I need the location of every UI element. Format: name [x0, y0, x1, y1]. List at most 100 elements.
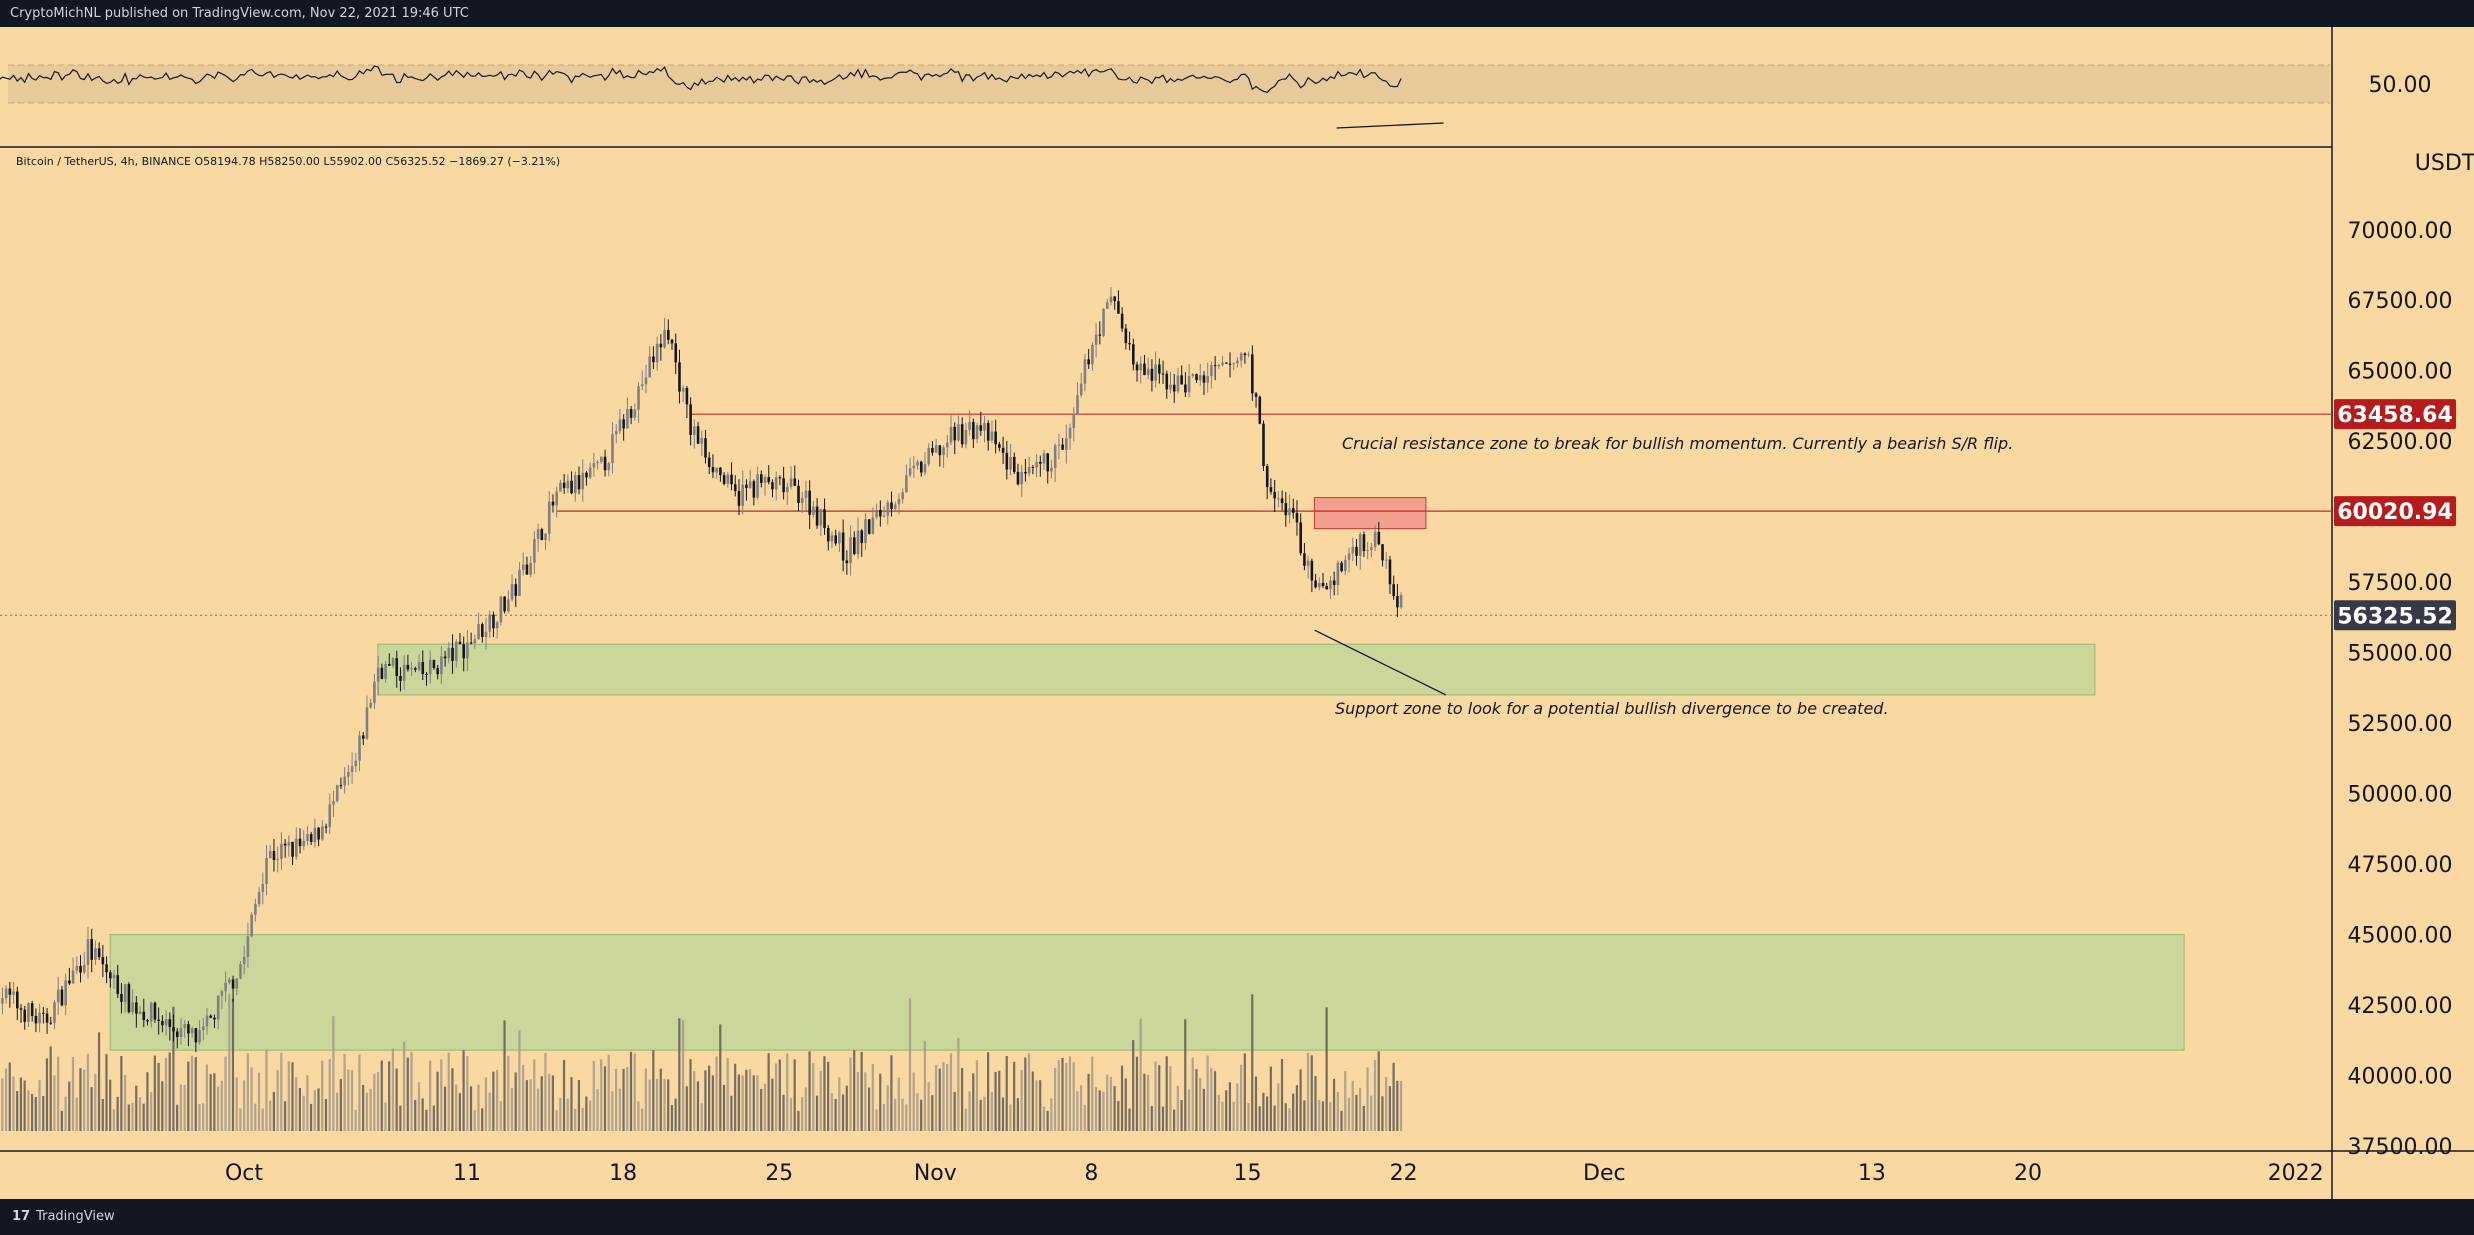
candle-body — [1132, 344, 1135, 365]
volume-bar — [946, 1064, 949, 1131]
candle-body — [1351, 546, 1355, 554]
candle-body — [295, 838, 298, 857]
volume-bar — [983, 1096, 986, 1131]
candle-body — [16, 991, 19, 1009]
volume-bar — [522, 1064, 525, 1131]
candle-body — [283, 843, 287, 846]
volume-bar — [1053, 1067, 1057, 1131]
candle-body — [473, 639, 477, 644]
volume-bar — [808, 1051, 811, 1131]
candle-body — [209, 1015, 213, 1018]
candle-body — [886, 502, 890, 516]
volume-bar — [30, 1093, 34, 1131]
volume-bar — [135, 1085, 138, 1131]
candle-body — [75, 965, 79, 971]
volume-bar — [235, 1077, 238, 1131]
volume-bar — [350, 1070, 354, 1131]
price-badge — [2334, 600, 2456, 631]
candle-body — [1191, 374, 1195, 377]
candle-body — [919, 461, 923, 473]
candle-body — [1273, 491, 1276, 499]
candle-body — [521, 564, 525, 570]
volume-bar — [611, 1091, 614, 1131]
candle-body — [704, 438, 707, 458]
candle-body — [324, 826, 328, 828]
volume-bar — [194, 1057, 197, 1131]
candle-body — [975, 425, 979, 440]
candle-body — [562, 482, 566, 489]
candle-body — [529, 562, 532, 575]
volume-bar — [860, 1052, 863, 1131]
chart-canvas[interactable]: 50.00 70000.00 67500.00 65000.00 62500.00 57… — [0, 27, 2474, 1199]
candle-body — [30, 1003, 34, 1016]
volume-bar — [4, 1068, 8, 1131]
volume-bar — [216, 1086, 220, 1131]
candle-body — [912, 465, 916, 469]
volume-bar — [317, 1088, 320, 1131]
candle-body — [901, 492, 904, 500]
candle-body — [845, 560, 849, 564]
candle-body — [42, 1012, 45, 1014]
price-tick-label: 50000.00 — [2348, 783, 2453, 808]
candle-body — [696, 426, 700, 444]
price-tick-label: 40000.00 — [2348, 1065, 2453, 1090]
volume-bar — [942, 1062, 945, 1131]
volume-bar — [838, 1077, 841, 1131]
candle-body — [254, 904, 257, 915]
candle-body — [1184, 384, 1187, 393]
price-axis[interactable]: 70000.00 67500.00 65000.00 62500.00 57500.00… — [2348, 219, 2453, 1160]
candle-body — [1128, 343, 1131, 345]
volume-bar — [190, 1055, 194, 1131]
candle-body — [908, 468, 912, 476]
candle-body — [849, 537, 852, 564]
volume-bar — [1381, 1096, 1384, 1131]
volume-bar — [176, 1104, 179, 1131]
price-tick-label: 47500.00 — [2348, 853, 2453, 878]
volume-bar — [1180, 1099, 1183, 1131]
volume-bar — [455, 1084, 458, 1131]
volume-bar — [1132, 1040, 1135, 1131]
candle-body — [213, 1017, 216, 1020]
price-badge — [2334, 496, 2456, 527]
divergence-lines — [1314, 122, 1447, 696]
time-axis[interactable]: Oct 11 18 25 Nov 8 15 22 Dec 13 20 2022 — [225, 1161, 2324, 1186]
candle-body — [291, 841, 294, 857]
candle-body — [321, 826, 324, 840]
volume-bar — [629, 1051, 633, 1131]
candle-body — [693, 426, 696, 435]
candle-body — [778, 477, 782, 479]
volume-bar — [220, 1080, 223, 1131]
volume-bar — [414, 1099, 417, 1131]
candle-body — [600, 456, 603, 462]
volume-bar — [365, 1092, 368, 1131]
volume-bar — [711, 1075, 714, 1131]
candles-layer — [1, 287, 1403, 1053]
volume-bar — [1243, 1053, 1246, 1131]
volume-bar — [1396, 1080, 1399, 1131]
candle-body — [812, 506, 815, 515]
volume-bar — [1072, 1062, 1075, 1131]
price-tick-label: 70000.00 — [2348, 219, 2453, 244]
volume-bar — [938, 1068, 941, 1131]
volume-bar — [518, 1030, 521, 1131]
candle-body — [789, 478, 793, 487]
volume-bar — [224, 1056, 227, 1131]
candle-body — [1065, 438, 1068, 450]
candle-body — [1068, 427, 1072, 439]
volume-bar — [1232, 1101, 1235, 1131]
candle-body — [194, 1028, 198, 1043]
price-tick-label: 57500.00 — [2348, 571, 2453, 596]
volume-bar — [410, 1051, 413, 1131]
candle-body — [786, 486, 789, 493]
volume-bar — [79, 1068, 82, 1131]
candle-body — [1228, 363, 1232, 365]
volume-bar — [685, 1086, 688, 1131]
volume-bar — [1273, 1105, 1276, 1131]
volume-bar — [399, 1105, 402, 1131]
volume-bar — [19, 1077, 23, 1131]
volume-bar — [979, 1099, 982, 1131]
rsi-layer — [0, 65, 1402, 93]
candle-body — [1, 998, 4, 1004]
candle-body — [179, 1028, 183, 1037]
candle-body — [380, 667, 384, 679]
